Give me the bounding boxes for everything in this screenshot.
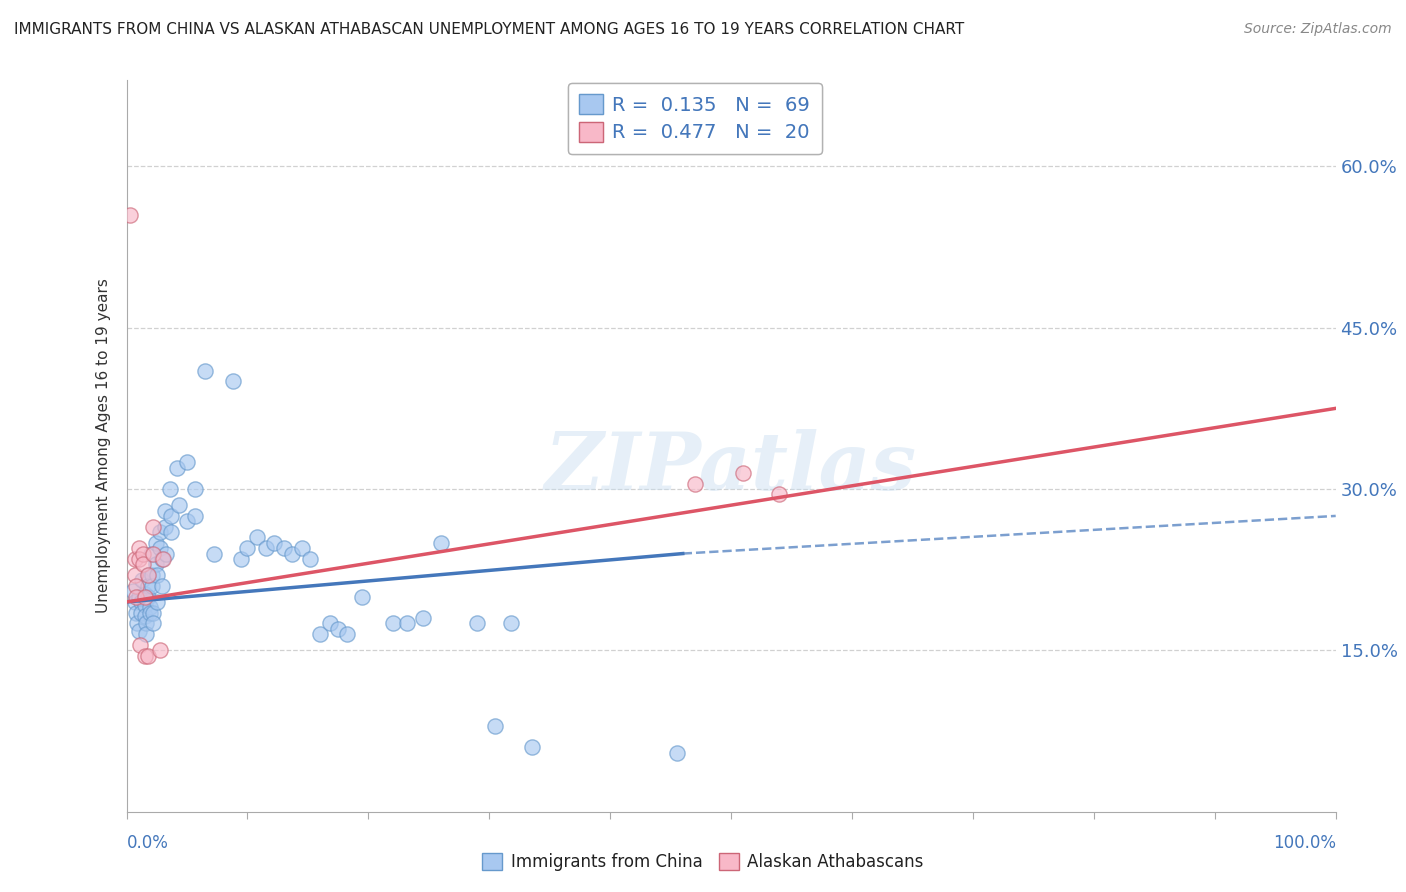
Point — [291, 541, 314, 556]
Point — [128, 624, 150, 638]
Point — [396, 616, 419, 631]
Point — [520, 740, 543, 755]
Point — [155, 519, 177, 533]
Point — [336, 627, 359, 641]
Point — [142, 519, 165, 533]
Point — [134, 648, 156, 663]
Point — [381, 616, 404, 631]
Point — [146, 568, 169, 582]
Point — [134, 590, 156, 604]
Legend: R =  0.135   N =  69, R =  0.477   N =  20: R = 0.135 N = 69, R = 0.477 N = 20 — [568, 83, 823, 154]
Y-axis label: Unemployment Among Ages 16 to 19 years: Unemployment Among Ages 16 to 19 years — [96, 278, 111, 614]
Point — [202, 547, 225, 561]
Point — [134, 587, 156, 601]
Point — [138, 600, 160, 615]
Point — [430, 536, 453, 550]
Point — [484, 719, 506, 733]
Point — [683, 476, 706, 491]
Text: 100.0%: 100.0% — [1272, 834, 1336, 852]
Point — [128, 638, 150, 652]
Point — [128, 590, 150, 604]
Point — [139, 547, 162, 561]
Point — [149, 524, 172, 539]
Point — [318, 616, 340, 631]
Point — [132, 547, 155, 561]
Point — [145, 536, 167, 550]
Point — [155, 547, 177, 561]
Point — [129, 606, 152, 620]
Point — [155, 503, 177, 517]
Point — [254, 541, 277, 556]
Point — [136, 648, 159, 663]
Point — [124, 595, 146, 609]
Point — [412, 611, 434, 625]
Point — [128, 552, 150, 566]
Text: 0.0%: 0.0% — [127, 834, 169, 852]
Point — [160, 524, 183, 539]
Point — [136, 579, 159, 593]
Point — [499, 616, 522, 631]
Point — [136, 568, 159, 582]
Text: IMMIGRANTS FROM CHINA VS ALASKAN ATHABASCAN UNEMPLOYMENT AMONG AGES 16 TO 19 YEA: IMMIGRANTS FROM CHINA VS ALASKAN ATHABAS… — [14, 22, 965, 37]
Point — [121, 584, 143, 599]
Point — [132, 558, 155, 572]
Point — [134, 598, 156, 612]
Point — [135, 627, 157, 641]
Point — [150, 552, 173, 566]
Point — [134, 609, 156, 624]
Point — [159, 482, 181, 496]
Point — [125, 579, 148, 593]
Point — [124, 568, 146, 582]
Point — [281, 547, 304, 561]
Point — [142, 616, 165, 631]
Point — [142, 547, 165, 561]
Point — [176, 514, 198, 528]
Point — [124, 552, 146, 566]
Point — [246, 530, 269, 544]
Point — [184, 482, 207, 496]
Point — [263, 536, 285, 550]
Point — [146, 595, 169, 609]
Point — [149, 643, 172, 657]
Point — [194, 364, 217, 378]
Point — [166, 460, 188, 475]
Point — [184, 508, 207, 523]
Point — [138, 606, 160, 620]
Point — [145, 558, 167, 572]
Point — [167, 498, 190, 512]
Point — [150, 579, 173, 593]
Point — [127, 616, 149, 631]
Point — [149, 541, 172, 556]
Point — [273, 541, 295, 556]
Point — [136, 568, 159, 582]
Text: Source: ZipAtlas.com: Source: ZipAtlas.com — [1244, 22, 1392, 37]
Point — [176, 455, 198, 469]
Point — [135, 616, 157, 631]
Point — [142, 606, 165, 620]
Point — [768, 487, 790, 501]
Point — [128, 541, 150, 556]
Point — [299, 552, 322, 566]
Point — [733, 466, 755, 480]
Point — [152, 552, 174, 566]
Point — [309, 627, 332, 641]
Point — [222, 375, 245, 389]
Point — [665, 746, 688, 760]
Point — [231, 552, 253, 566]
Point — [129, 595, 152, 609]
Point — [141, 579, 163, 593]
Point — [160, 508, 183, 523]
Point — [465, 616, 488, 631]
Point — [125, 606, 148, 620]
Point — [236, 541, 259, 556]
Text: ZIPatlas: ZIPatlas — [546, 429, 917, 507]
Point — [326, 622, 350, 636]
Point — [141, 568, 163, 582]
Point — [136, 590, 159, 604]
Legend: Immigrants from China, Alaskan Athabascans: Immigrants from China, Alaskan Athabasca… — [474, 845, 932, 880]
Point — [125, 590, 148, 604]
Point — [352, 590, 374, 604]
Point — [120, 208, 142, 222]
Point — [131, 574, 153, 588]
